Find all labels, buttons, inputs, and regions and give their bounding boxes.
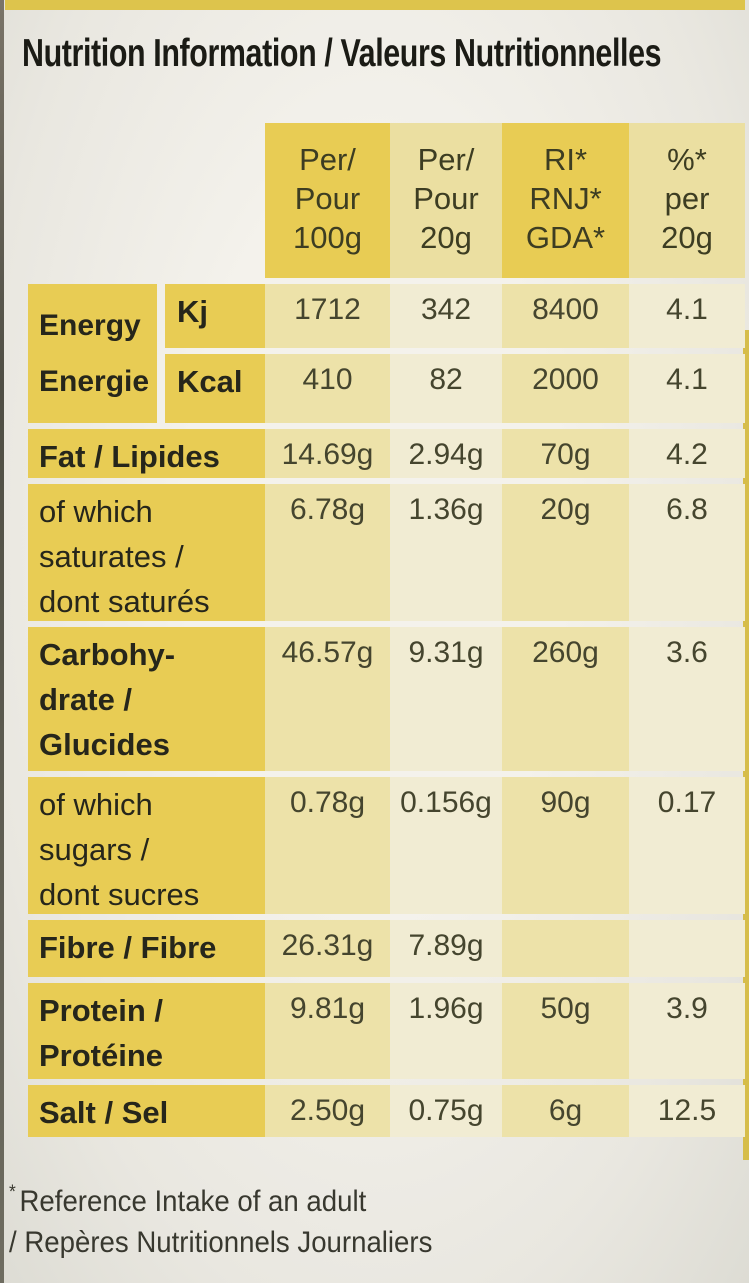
table-row-sugars: of which sugars / dont sucres 0.78g 0.15… <box>28 777 745 914</box>
value-cell: 6g <box>502 1085 629 1137</box>
header-per-20g: Per/ Pour 20g <box>390 123 502 278</box>
table-row-energy-kj: Kj 1712 342 8400 4.1 <box>165 284 745 348</box>
table-row-energy: Energy Energie Kj 1712 342 8400 4.1 Kcal… <box>28 284 745 423</box>
value-cell: 82 <box>390 354 502 423</box>
header-spacer <box>28 123 265 278</box>
value-cell: 9.81g <box>265 983 390 1079</box>
row-label-fibre: Fibre / Fibre <box>28 920 265 977</box>
value-cell: 1.96g <box>390 983 502 1079</box>
row-label-saturates: of which saturates / dont saturés <box>28 484 265 621</box>
value-cell: 90g <box>502 777 629 914</box>
value-cell: 12.5 <box>629 1085 745 1137</box>
row-label-fat: Fat / Lipides <box>28 429 265 478</box>
value-cell: 4.1 <box>629 354 745 423</box>
header-pct-per-20g: %* per 20g <box>629 123 745 278</box>
value-cell: 2.50g <box>265 1085 390 1137</box>
value-cell: 9.31g <box>390 627 502 771</box>
energy-subrows: Kj 1712 342 8400 4.1 Kcal 410 82 2000 4.… <box>165 284 745 423</box>
value-cell: 0.78g <box>265 777 390 914</box>
page-title: Nutrition Information / Valeurs Nutritio… <box>22 32 662 75</box>
row-label-carbohydrate: Carbohy- drate / Glucides <box>28 627 265 771</box>
package-right-edge <box>743 330 749 1160</box>
value-cell: 3.6 <box>629 627 745 771</box>
value-cell: 7.89g <box>390 920 502 977</box>
header-ri-rnj-gda: RI* RNJ* GDA* <box>502 123 629 278</box>
value-cell <box>629 920 745 977</box>
row-label-protein: Protein / Protéine <box>28 983 265 1079</box>
package-top-edge <box>5 0 745 10</box>
footnote-line-1: * Reference Intake of an adult <box>9 1172 432 1222</box>
nutrition-table: Per/ Pour 100g Per/ Pour 20g RI* RNJ* GD… <box>28 123 745 1143</box>
table-header-row: Per/ Pour 100g Per/ Pour 20g RI* RNJ* GD… <box>28 123 745 278</box>
table-row-energy-kcal: Kcal 410 82 2000 4.1 <box>165 354 745 423</box>
value-cell: 3.9 <box>629 983 745 1079</box>
package-left-edge <box>0 0 4 1283</box>
value-cell: 0.17 <box>629 777 745 914</box>
value-cell: 1712 <box>265 284 390 348</box>
header-per-100g: Per/ Pour 100g <box>265 123 390 278</box>
value-cell: 20g <box>502 484 629 621</box>
unit-label-kcal: Kcal <box>165 354 265 423</box>
table-row-saturates: of which saturates / dont saturés 6.78g … <box>28 484 745 621</box>
unit-label-kj: Kj <box>165 284 265 348</box>
value-cell: 410 <box>265 354 390 423</box>
footnote-text-en: Reference Intake of an adult <box>19 1185 367 1218</box>
value-cell: 1.36g <box>390 484 502 621</box>
value-cell: 50g <box>502 983 629 1079</box>
value-cell: 14.69g <box>265 429 390 478</box>
value-cell: 0.75g <box>390 1085 502 1137</box>
value-cell: 2000 <box>502 354 629 423</box>
table-row-fat: Fat / Lipides 14.69g 2.94g 70g 4.2 <box>28 429 745 478</box>
value-cell: 70g <box>502 429 629 478</box>
footnote-line-2: / Repères Nutritionnels Journaliers <box>9 1226 433 1259</box>
asterisk-marker: * <box>9 1182 16 1203</box>
value-cell: 260g <box>502 627 629 771</box>
value-cell <box>502 920 629 977</box>
table-row-carbohydrate: Carbohy- drate / Glucides 46.57g 9.31g 2… <box>28 627 745 771</box>
row-label-sugars: of which sugars / dont sucres <box>28 777 265 914</box>
value-cell: 342 <box>390 284 502 348</box>
row-label-energy: Energy Energie <box>28 284 157 423</box>
value-cell: 46.57g <box>265 627 390 771</box>
table-row-salt: Salt / Sel 2.50g 0.75g 6g 12.5 <box>28 1085 745 1137</box>
row-label-salt: Salt / Sel <box>28 1085 265 1137</box>
value-cell: 4.1 <box>629 284 745 348</box>
value-cell: 26.31g <box>265 920 390 977</box>
value-cell: 2.94g <box>390 429 502 478</box>
reference-intake-footnote: * Reference Intake of an adult / Repères … <box>9 1172 432 1263</box>
value-cell: 8400 <box>502 284 629 348</box>
value-cell: 6.78g <box>265 484 390 621</box>
table-row-fibre: Fibre / Fibre 26.31g 7.89g <box>28 920 745 977</box>
value-cell: 0.156g <box>390 777 502 914</box>
value-cell: 4.2 <box>629 429 745 478</box>
value-cell: 6.8 <box>629 484 745 621</box>
table-row-protein: Protein / Protéine 9.81g 1.96g 50g 3.9 <box>28 983 745 1079</box>
